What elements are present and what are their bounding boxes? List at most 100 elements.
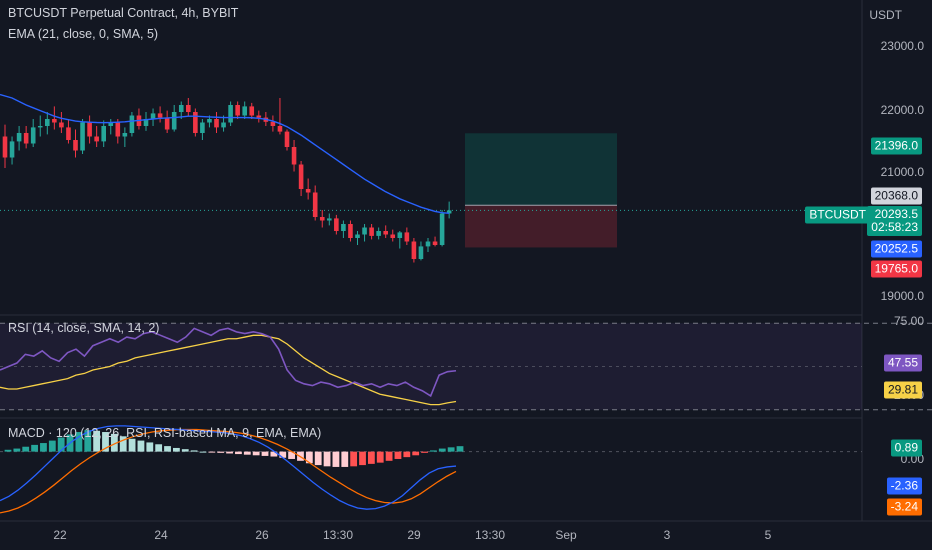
macd-histogram-bar bbox=[430, 450, 437, 452]
macd-indicator-label: MACD · 120 (12, 26, RSI, RSI-based MA, 9… bbox=[8, 426, 322, 440]
candle-body bbox=[193, 112, 198, 133]
time-tick: 13:30 bbox=[474, 528, 506, 542]
position-loss-zone bbox=[465, 205, 617, 248]
candle-body bbox=[242, 106, 247, 116]
macd-histogram-bar bbox=[137, 440, 145, 452]
price-tick: 19000.0 bbox=[880, 289, 924, 303]
candle-body bbox=[235, 105, 240, 116]
macd-histogram-bar bbox=[288, 451, 296, 459]
macd-signal-badge: -3.24 bbox=[886, 498, 922, 516]
candle-body bbox=[446, 210, 452, 214]
stop-price-badge: 19765.0 bbox=[870, 260, 922, 278]
macd-histogram-bar bbox=[181, 449, 189, 452]
candle-body bbox=[143, 119, 149, 126]
position-profit-zone bbox=[465, 133, 617, 206]
candle-body bbox=[80, 122, 85, 151]
candle-body bbox=[432, 241, 438, 245]
macd-histogram-bar bbox=[75, 432, 83, 452]
candle-body bbox=[214, 119, 219, 128]
time-tick: 29 bbox=[407, 528, 421, 542]
time-tick: 3 bbox=[663, 528, 671, 542]
macd-histogram-bar bbox=[217, 451, 225, 453]
candle-body bbox=[108, 122, 114, 126]
candle-body bbox=[369, 227, 374, 236]
candle-body bbox=[115, 122, 121, 137]
candle-body bbox=[87, 122, 92, 137]
macd-histogram-bar bbox=[270, 451, 278, 457]
rsi-value-badge: 47.55 bbox=[883, 354, 922, 372]
symbol-badge: BTCUSDT bbox=[805, 206, 870, 224]
macd-histogram-bar bbox=[305, 451, 313, 464]
macd-histogram-bar bbox=[40, 443, 47, 452]
macd-histogram-bar bbox=[48, 440, 56, 452]
macd-histogram-bar bbox=[235, 451, 242, 455]
candle-body bbox=[277, 126, 283, 132]
macd-histogram-bar bbox=[110, 433, 118, 452]
macd-histogram-bar bbox=[119, 436, 127, 452]
macd-histogram-bar bbox=[367, 451, 375, 464]
price-tick: 22000.0 bbox=[880, 103, 924, 117]
macd-histogram-bar bbox=[146, 442, 154, 452]
candle-body bbox=[348, 224, 353, 238]
candle-body bbox=[178, 105, 184, 112]
macd-histogram-bar bbox=[403, 451, 411, 458]
macd-histogram-bar bbox=[102, 432, 109, 452]
candle-countdown: 02:58:23 bbox=[871, 220, 918, 234]
macd-histogram-bar bbox=[164, 446, 171, 452]
candle-body bbox=[45, 119, 50, 126]
macd-histogram-bar bbox=[456, 446, 464, 452]
macd-histogram-bar bbox=[4, 449, 12, 452]
rsi-line bbox=[0, 327, 457, 398]
candle-body bbox=[122, 133, 128, 137]
macd-histogram-bar bbox=[447, 447, 455, 452]
macd-histogram-bar bbox=[31, 444, 38, 452]
candle-body bbox=[66, 127, 71, 140]
macd-histogram-bar bbox=[421, 451, 428, 453]
candle-body bbox=[298, 164, 304, 189]
macd-histogram-bar bbox=[252, 451, 260, 456]
candle-body bbox=[404, 232, 410, 242]
macd-histogram-bar bbox=[359, 451, 366, 466]
last-price: 20293.5 bbox=[874, 207, 918, 221]
macd-histogram-badge: 0.89 bbox=[890, 439, 922, 457]
macd-histogram-bar bbox=[226, 451, 233, 454]
macd-histogram-bar bbox=[243, 451, 251, 455]
time-tick: 5 bbox=[764, 528, 772, 542]
candle-body bbox=[16, 133, 22, 142]
macd-histogram-bar bbox=[13, 448, 21, 452]
macd-histogram-bar bbox=[376, 451, 384, 463]
macd-histogram-bar bbox=[261, 451, 269, 456]
time-tick: 24 bbox=[154, 528, 168, 542]
candle-body bbox=[397, 232, 403, 238]
candle-body bbox=[129, 115, 135, 133]
candle-body bbox=[319, 217, 325, 221]
price-tick: 21000.0 bbox=[880, 165, 924, 179]
candle-body bbox=[305, 189, 311, 193]
candle-body bbox=[376, 231, 381, 236]
time-tick: 13:30 bbox=[322, 528, 354, 542]
candle-body bbox=[23, 133, 29, 144]
candle-body bbox=[291, 147, 297, 165]
candle-body bbox=[164, 117, 170, 130]
candle-body bbox=[59, 122, 64, 128]
candle-body bbox=[2, 136, 8, 158]
price-axis-unit: USDT bbox=[869, 8, 902, 22]
ema-line bbox=[0, 93, 450, 215]
candle-body bbox=[150, 113, 156, 119]
macd-histogram-bar bbox=[323, 451, 331, 467]
candle-body bbox=[327, 218, 332, 221]
macd-histogram-bar bbox=[199, 451, 207, 453]
candle-body bbox=[425, 241, 431, 247]
candle-body bbox=[101, 126, 106, 142]
candle-body bbox=[341, 224, 346, 231]
candle-body bbox=[418, 246, 424, 259]
macd-histogram-bar bbox=[332, 451, 340, 467]
candle-body bbox=[9, 141, 15, 158]
candle-body bbox=[284, 131, 290, 147]
price-tick: 23000.0 bbox=[880, 39, 924, 53]
candle-body bbox=[256, 115, 262, 118]
candle-body bbox=[157, 113, 163, 118]
macd-histogram-bar bbox=[57, 437, 65, 452]
candle-body bbox=[355, 234, 360, 238]
